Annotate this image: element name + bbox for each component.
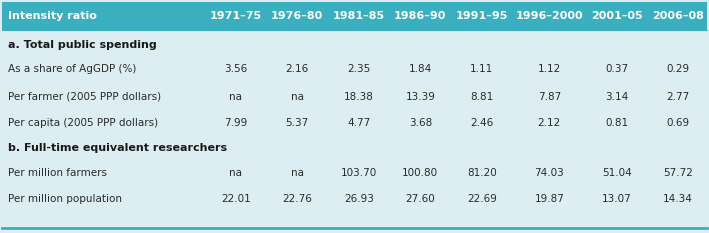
Text: a. Total public spending: a. Total public spending [8, 40, 157, 50]
Text: 4.77: 4.77 [347, 119, 370, 129]
Text: Intensity ratio: Intensity ratio [8, 11, 97, 21]
Text: 1986–90: 1986–90 [394, 11, 447, 21]
Text: 0.81: 0.81 [605, 119, 628, 129]
Text: 2.46: 2.46 [470, 119, 493, 129]
Text: 74.03: 74.03 [535, 168, 564, 178]
Text: 26.93: 26.93 [344, 195, 374, 205]
Text: 2.35: 2.35 [347, 65, 370, 75]
Text: 103.70: 103.70 [341, 168, 377, 178]
Text: 27.60: 27.60 [406, 195, 435, 205]
Text: 22.69: 22.69 [467, 195, 497, 205]
Text: 19.87: 19.87 [535, 195, 564, 205]
Text: 0.37: 0.37 [605, 65, 628, 75]
Text: 22.01: 22.01 [221, 195, 251, 205]
Text: b. Full-time equivalent researchers: b. Full-time equivalent researchers [8, 143, 227, 153]
Text: na: na [291, 92, 303, 102]
Text: 2.12: 2.12 [537, 119, 561, 129]
Text: 13.39: 13.39 [406, 92, 435, 102]
Text: 1991–95: 1991–95 [456, 11, 508, 21]
Text: 3.68: 3.68 [408, 119, 432, 129]
Bar [2, 2, 707, 30]
Text: 1996–2000: 1996–2000 [515, 11, 583, 21]
Text: 2.77: 2.77 [666, 92, 690, 102]
Text: Per million farmers: Per million farmers [8, 168, 107, 178]
Text: 1976–80: 1976–80 [271, 11, 323, 21]
Text: Per million population: Per million population [8, 195, 122, 205]
Text: na: na [229, 92, 242, 102]
Text: 7.99: 7.99 [224, 119, 247, 129]
Text: 0.69: 0.69 [666, 119, 690, 129]
Text: 0.29: 0.29 [666, 65, 690, 75]
Text: 81.20: 81.20 [467, 168, 497, 178]
Text: 8.81: 8.81 [470, 92, 493, 102]
Text: 13.07: 13.07 [602, 195, 632, 205]
Text: 22.76: 22.76 [282, 195, 312, 205]
Text: 51.04: 51.04 [602, 168, 632, 178]
Text: 57.72: 57.72 [664, 168, 693, 178]
Text: na: na [291, 168, 303, 178]
Text: Per farmer (2005 PPP dollars): Per farmer (2005 PPP dollars) [8, 92, 161, 102]
Text: 5.37: 5.37 [286, 119, 309, 129]
Text: 2001–05: 2001–05 [591, 11, 642, 21]
Text: 2.16: 2.16 [286, 65, 309, 75]
Text: 14.34: 14.34 [664, 195, 693, 205]
Text: na: na [229, 168, 242, 178]
Text: As a share of AgGDP (%): As a share of AgGDP (%) [8, 65, 136, 75]
Text: Per capita (2005 PPP dollars): Per capita (2005 PPP dollars) [8, 119, 158, 129]
Text: 3.14: 3.14 [605, 92, 628, 102]
Text: 1.11: 1.11 [470, 65, 493, 75]
Text: 1971–75: 1971–75 [210, 11, 262, 21]
Text: 100.80: 100.80 [402, 168, 438, 178]
Text: 1.84: 1.84 [408, 65, 432, 75]
Text: 1981–85: 1981–85 [333, 11, 385, 21]
Text: 2006–08: 2006–08 [652, 11, 704, 21]
Text: 18.38: 18.38 [344, 92, 374, 102]
Text: 7.87: 7.87 [537, 92, 561, 102]
Text: 3.56: 3.56 [224, 65, 247, 75]
Text: 1.12: 1.12 [537, 65, 561, 75]
